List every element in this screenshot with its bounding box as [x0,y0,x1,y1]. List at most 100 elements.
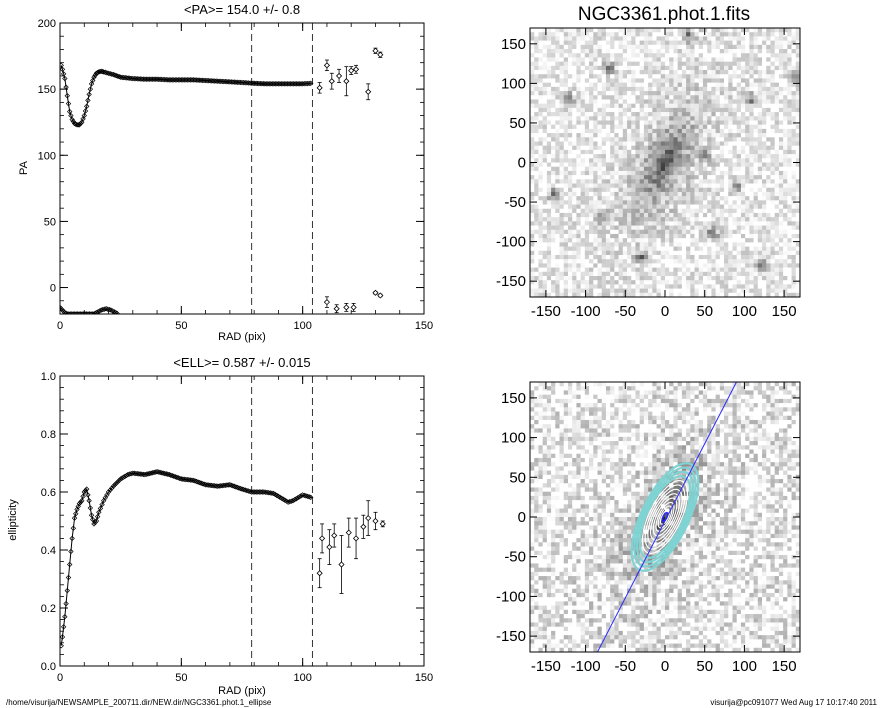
image-pixel [660,292,666,298]
image-pixel [530,538,535,543]
image-pixel [593,242,598,247]
image-pixel [656,229,662,235]
image-pixel [656,44,662,50]
image-pixel [576,137,581,142]
image-pixel [719,208,725,214]
image-pixel [757,95,763,100]
image-pixel [660,133,666,138]
image-pixel [555,170,560,176]
image-pixel [774,166,780,172]
image-pixel [719,154,725,159]
image-pixel [728,103,733,109]
image-pixel [732,154,738,159]
image-pixel [753,28,759,33]
image-pixel [601,154,607,159]
image-pixel [656,49,662,54]
image-pixel [601,82,607,88]
image-pixel [762,78,767,83]
profile-marker [100,69,107,75]
image-pixel [724,74,729,79]
image-pixel [669,196,674,201]
image-pixel [572,124,577,130]
image-pixel [538,254,543,260]
image-pixel [673,208,678,214]
image-pixel [601,233,607,239]
image-pixel [555,229,560,235]
image-pixel [601,208,607,214]
image-pixel [690,233,695,239]
image-pixel [749,49,754,54]
image-pixel [555,86,560,92]
image-pixel [766,99,771,104]
image-pixel [652,175,657,180]
image-pixel [728,292,733,298]
image-pixel [686,133,691,138]
image-pixel [715,154,721,159]
image-pixel [546,78,552,83]
image-pixel [572,271,577,277]
image-pixel [631,57,636,62]
image-pixel [669,137,674,142]
image-pixel [707,28,712,33]
image-pixel [669,242,674,247]
image-pixel [719,40,725,46]
image-pixel [795,32,801,37]
image-pixel [770,166,775,172]
image-pixel [660,271,666,277]
image-pixel [753,217,759,222]
image-pixel [677,28,683,33]
image-pixel [601,78,607,83]
image-pixel [555,78,560,83]
plot-frame [59,375,425,667]
image-pixel [787,28,792,33]
image-pixel [614,74,619,79]
image-pixel [593,212,598,218]
image-pixel [567,246,573,252]
image-pixel [665,191,670,197]
image-pixel [627,44,632,50]
image-pixel [681,74,687,79]
image-pixel [576,229,581,235]
image-pixel [665,141,670,146]
image-pixel [627,221,632,226]
image-pixel [728,99,733,104]
image-pixel [753,175,759,180]
image-pixel [665,229,670,235]
image-pixel [681,158,687,163]
image-pixel [534,525,539,530]
image-pixel [795,53,801,58]
image-pixel [715,137,721,142]
image-pixel [791,292,797,298]
image-pixel [584,208,590,214]
image-pixel [749,179,754,184]
image-pixel [601,238,607,243]
image-pixel [563,162,569,167]
image-pixel [749,137,754,142]
image-pixel [593,158,598,163]
image-pixel [530,521,535,526]
image-pixel [576,200,581,205]
image-pixel [753,288,759,294]
image-pixel [753,74,759,79]
image-pixel [715,259,721,264]
image-pixel [762,44,767,50]
image-pixel [740,263,746,268]
image-pixel [542,254,548,260]
image-pixel [563,179,569,184]
image-pixel [774,179,780,184]
image-pixel [669,200,674,205]
image-pixel [795,191,801,197]
image-pixel [791,112,797,117]
image-pixel [745,275,750,281]
profile-marker [86,498,92,504]
image-pixel [724,170,729,176]
image-pixel [724,183,729,189]
image-pixel [711,183,716,189]
profile-marker [261,489,267,495]
image-pixel [681,275,687,281]
image-pixel [639,187,645,193]
image-pixel [766,233,771,239]
image-pixel [795,70,801,75]
image-pixel [546,124,552,130]
image-pixel [736,175,742,180]
